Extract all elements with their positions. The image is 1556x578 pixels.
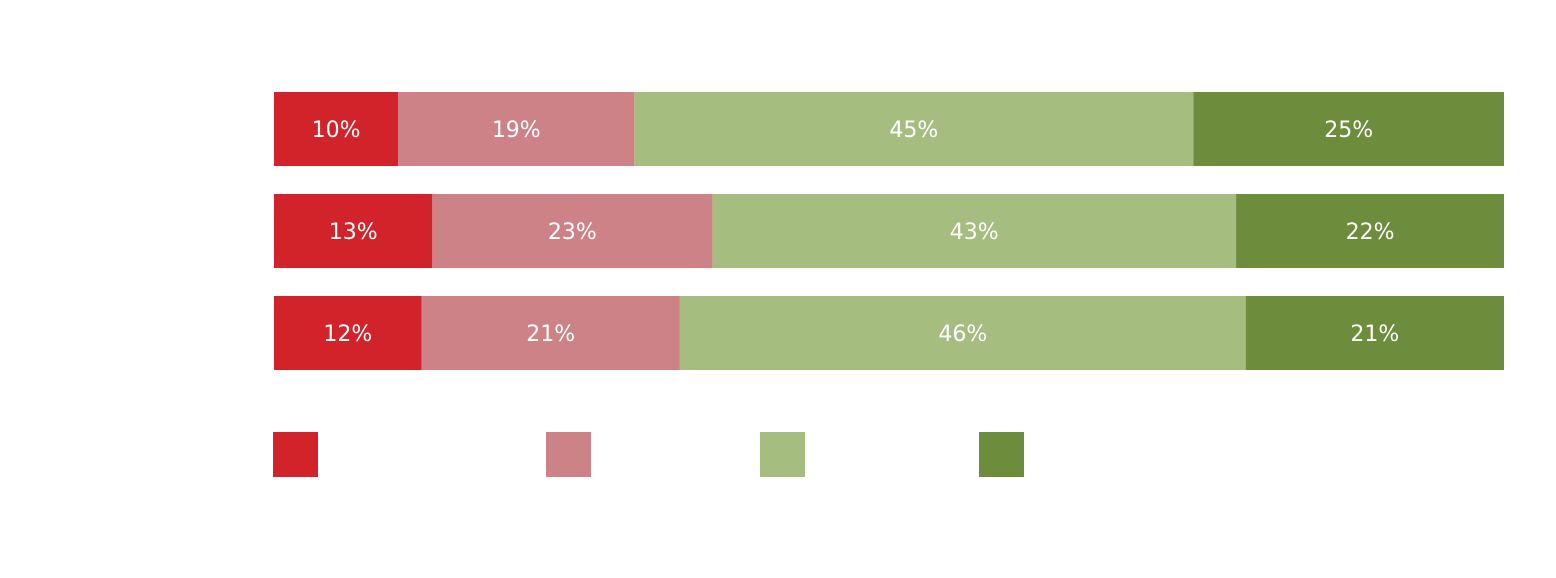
- data-label-row2-series1: 13%: [329, 220, 378, 245]
- data-label-row3-series3: 46%: [938, 322, 987, 347]
- legend-swatch-series4: [979, 432, 1024, 477]
- bar-segment-row2-series2: [432, 194, 713, 268]
- bar-segment-row1-series1: [274, 92, 399, 166]
- bar-segment-row1-series4: [1193, 92, 1504, 166]
- data-label-row2-series2: 23%: [548, 220, 597, 245]
- bar-segment-row1-series2: [398, 92, 635, 166]
- bar-segment-row3-series2: [421, 296, 680, 370]
- data-label-row1-series4: 25%: [1324, 118, 1373, 143]
- bar-segment-row1-series3: [634, 92, 1194, 166]
- data-labels: 10% 19% 45% 25% 13% 23% 43% 22% 12% 21% 46% 21%: [312, 118, 1400, 347]
- bar-segment-row2-series1: [274, 194, 433, 268]
- data-label-row2-series3: 43%: [950, 220, 999, 245]
- legend: [273, 432, 1024, 477]
- bar-segment-row3-series3: [679, 296, 1246, 370]
- data-label-row1-series2: 19%: [492, 118, 541, 143]
- data-label-row2-series4: 22%: [1346, 220, 1395, 245]
- bar-segment-row2-series3: [712, 194, 1237, 268]
- bar-segment-row3-series4: [1245, 296, 1504, 370]
- data-label-row3-series1: 12%: [323, 322, 372, 347]
- legend-swatch-series1: [273, 432, 318, 477]
- data-label-row1-series1: 10%: [312, 118, 361, 143]
- data-label-row1-series3: 45%: [889, 118, 938, 143]
- bar-segment-row3-series1: [274, 296, 422, 370]
- bar-segment-row2-series4: [1236, 194, 1504, 268]
- bars: [274, 92, 1504, 370]
- legend-swatch-series2: [546, 432, 591, 477]
- data-label-row3-series2: 21%: [526, 322, 575, 347]
- data-label-row3-series4: 21%: [1350, 322, 1399, 347]
- legend-swatch-series3: [760, 432, 805, 477]
